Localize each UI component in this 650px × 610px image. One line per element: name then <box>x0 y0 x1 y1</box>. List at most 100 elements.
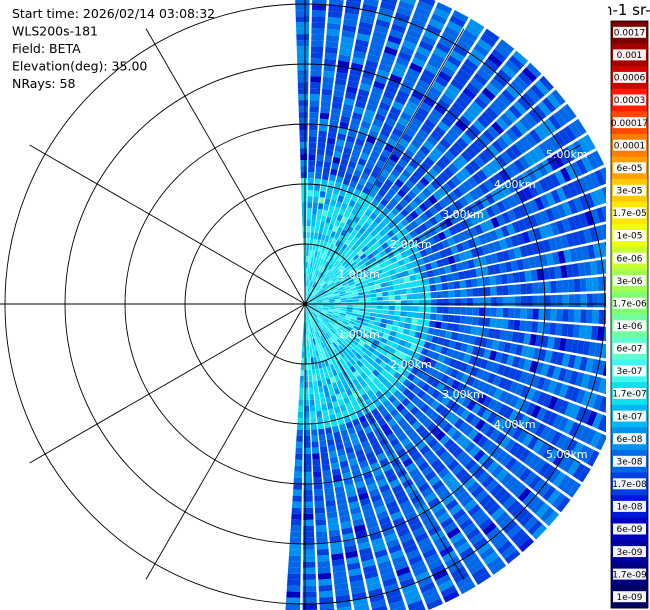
range-gate <box>523 333 531 345</box>
range-gate <box>541 409 553 424</box>
range-gate <box>496 285 503 296</box>
range-gate <box>437 579 454 592</box>
range-gate <box>440 585 457 598</box>
range-gate <box>598 242 606 258</box>
range-gate <box>563 249 572 263</box>
range-gate <box>341 410 349 418</box>
range-gate <box>312 269 316 276</box>
range-gate <box>483 276 491 286</box>
range-gate <box>435 574 452 587</box>
range-gate <box>296 28 310 35</box>
range-gate <box>534 212 544 226</box>
range-gate <box>305 280 307 286</box>
range-gate <box>358 273 365 279</box>
range-gate <box>385 500 398 510</box>
radar-data-layer <box>285 0 606 610</box>
range-gate <box>363 315 370 320</box>
range-gate <box>539 194 551 209</box>
range-gate <box>330 231 336 238</box>
range-gate <box>602 361 606 377</box>
range-gate <box>322 228 328 236</box>
range-gate <box>306 309 308 316</box>
range-gate <box>328 304 335 306</box>
range-gate <box>379 322 387 329</box>
range-gate <box>330 376 336 384</box>
range-gate <box>465 146 477 159</box>
range-gate <box>426 422 437 433</box>
range-gate <box>481 475 495 489</box>
colorbar-label-box <box>613 49 646 61</box>
range-gate <box>558 338 567 352</box>
range-gate <box>312 319 317 326</box>
range-gate <box>404 442 415 452</box>
range-gate <box>478 182 490 195</box>
range-gate <box>448 106 461 119</box>
range-gate <box>308 274 311 281</box>
range-gate <box>490 560 507 575</box>
range-gate <box>308 375 313 382</box>
range-gate <box>415 477 427 488</box>
range-gate <box>347 562 361 571</box>
range-gate <box>352 299 359 302</box>
range-gate <box>362 283 369 289</box>
range-gate <box>321 282 327 288</box>
range-gate <box>361 440 371 449</box>
range-gate <box>296 435 303 442</box>
range-gate <box>318 197 325 204</box>
range-gate <box>330 357 336 364</box>
range-gate <box>388 368 397 376</box>
range-gate <box>514 532 530 548</box>
range-gate <box>305 292 307 298</box>
range-gate <box>355 239 362 247</box>
range-gate <box>310 82 321 89</box>
range-gate <box>506 524 522 539</box>
range-gate <box>372 325 380 331</box>
range-gate <box>534 197 545 211</box>
range-gate <box>352 293 359 297</box>
range-gate <box>425 553 440 565</box>
range-gate <box>519 320 527 332</box>
range-gate <box>322 319 329 325</box>
range-gate <box>318 279 323 285</box>
range-gate <box>573 118 587 136</box>
range-gate <box>331 327 338 333</box>
range-gate <box>403 276 411 283</box>
range-gate <box>332 252 338 259</box>
range-gate <box>301 196 307 203</box>
range-gate <box>417 537 432 549</box>
range-gate <box>436 241 445 251</box>
range-gate <box>418 482 431 493</box>
range-gate <box>601 186 606 202</box>
range-gate <box>364 311 371 316</box>
range-gate <box>426 24 442 36</box>
range-gate <box>537 101 552 117</box>
range-gate <box>409 274 417 282</box>
range-gate <box>415 440 427 451</box>
range-gate <box>430 261 439 269</box>
range-gate <box>520 283 527 295</box>
range-gate <box>436 540 451 552</box>
range-gate <box>442 338 451 348</box>
range-gate <box>320 100 331 108</box>
range-gate <box>423 433 435 444</box>
range-gate <box>303 441 311 448</box>
ray <box>305 103 577 304</box>
range-gate <box>380 169 390 179</box>
range-gate <box>328 329 335 336</box>
range-gate <box>312 326 316 333</box>
range-gate <box>310 274 314 281</box>
colorbar-frame <box>610 20 649 609</box>
ray <box>305 304 606 359</box>
range-gate <box>423 319 430 327</box>
range-gate <box>300 375 304 382</box>
range-gate <box>334 374 341 382</box>
range-gate <box>291 513 302 520</box>
colorbar-tick-label: 1e-06 <box>617 322 643 332</box>
range-gate <box>570 339 579 354</box>
colorbar-tick-label: 6e-08 <box>617 435 643 445</box>
range-gate <box>310 298 316 302</box>
range-gate <box>380 1 396 12</box>
range-gate <box>574 294 581 308</box>
range-gate <box>397 51 412 62</box>
range-gate <box>424 209 434 219</box>
